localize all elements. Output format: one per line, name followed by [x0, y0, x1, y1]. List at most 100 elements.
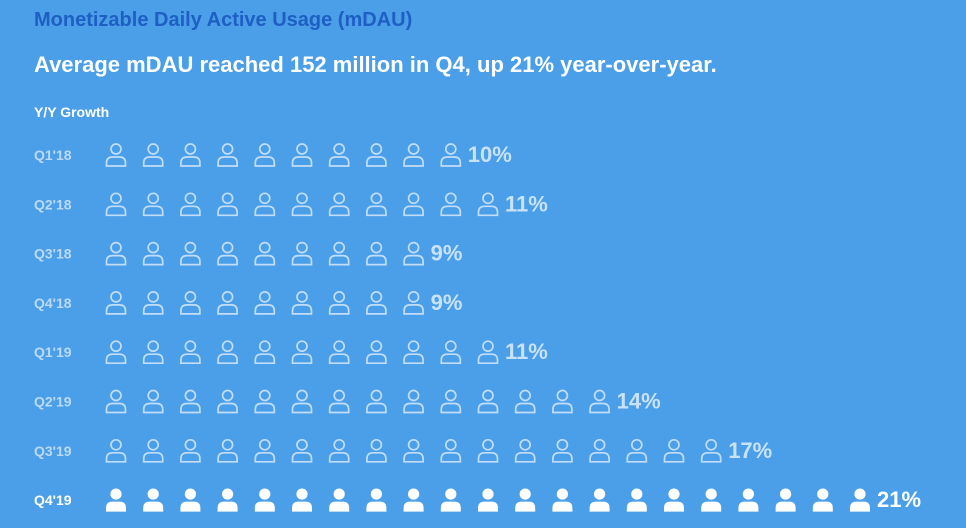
person-icon: [142, 291, 164, 315]
person-icon: [142, 143, 164, 167]
data-label: 14%: [617, 389, 661, 414]
person-icon: [142, 192, 164, 217]
person-icon: [366, 340, 387, 365]
person-icon: [105, 241, 127, 266]
person-icon: [552, 438, 573, 463]
person-icon: [626, 488, 647, 512]
category-label: Q3'18: [34, 246, 72, 262]
person-icon: [291, 389, 313, 414]
person-icon: [254, 389, 276, 414]
bar-Q318: [105, 241, 424, 266]
person-icon: [440, 438, 462, 463]
category-label: Q4'18: [34, 295, 72, 311]
person-icon: [440, 488, 461, 512]
person-icon: [478, 488, 498, 512]
person-icon: [477, 438, 499, 463]
person-icon: [403, 241, 424, 266]
person-icon: [142, 340, 164, 365]
person-icon: [217, 438, 238, 463]
person-icon: [142, 241, 164, 266]
person-icon: [217, 389, 238, 414]
person-icon: [254, 488, 275, 512]
person-icon: [291, 192, 313, 217]
person-icon: [440, 340, 462, 365]
chart-subtitle: Average mDAU reached 152 million in Q4, …: [34, 52, 717, 77]
person-icon: [328, 143, 350, 167]
person-icon: [254, 438, 276, 463]
person-icon: [328, 340, 350, 365]
person-icon: [254, 192, 276, 217]
person-icon: [180, 389, 201, 414]
data-label: 17%: [728, 438, 772, 463]
person-icon: [291, 241, 313, 266]
person-icon: [254, 143, 276, 167]
person-icon: [105, 291, 127, 315]
person-icon: [328, 438, 350, 463]
bar-Q219: [105, 389, 610, 414]
bar-Q319: [105, 438, 722, 463]
category-label: Q3'19: [34, 443, 72, 459]
person-icon: [514, 438, 536, 463]
person-icon: [291, 340, 313, 365]
person-icon: [477, 340, 499, 365]
person-icon: [291, 143, 313, 167]
category-label: Q1'19: [34, 344, 72, 360]
bar-Q118: [105, 143, 462, 167]
person-icon: [142, 389, 164, 414]
person-icon: [217, 192, 238, 217]
person-icon: [552, 389, 573, 414]
category-label: Q2'18: [34, 196, 72, 212]
person-icon: [180, 192, 201, 217]
person-icon: [217, 488, 238, 512]
person-icon: [180, 488, 201, 512]
person-icon: [366, 389, 387, 414]
person-icon: [477, 389, 499, 414]
person-icon: [514, 389, 536, 414]
category-label: Q2'19: [34, 394, 72, 410]
person-icon: [292, 488, 312, 512]
person-icon: [105, 192, 127, 217]
data-label: 21%: [877, 487, 921, 512]
person-icon: [589, 488, 610, 512]
person-icon: [366, 488, 387, 512]
bar-Q419: [106, 488, 870, 512]
person-icon: [738, 488, 759, 512]
person-icon: [180, 143, 201, 167]
person-icon: [850, 488, 870, 512]
person-icon: [403, 438, 424, 463]
person-icon: [329, 488, 350, 512]
person-icon: [403, 192, 424, 217]
y-axis-label: Y/Y Growth: [34, 104, 110, 120]
person-icon: [180, 340, 201, 365]
person-icon: [105, 438, 127, 463]
person-icon: [328, 389, 350, 414]
person-icon: [217, 291, 238, 315]
person-icon: [403, 291, 424, 315]
person-icon: [366, 291, 387, 315]
data-label: 11%: [505, 191, 548, 216]
person-icon: [254, 340, 276, 365]
person-icon: [589, 438, 610, 463]
person-icon: [403, 389, 424, 414]
person-icon: [143, 488, 164, 512]
person-icon: [515, 488, 536, 512]
bar-Q418: [105, 291, 424, 315]
person-icon: [180, 438, 201, 463]
person-icon: [440, 143, 462, 167]
person-icon: [106, 488, 126, 512]
person-icon: [440, 192, 462, 217]
person-icon: [552, 488, 573, 512]
person-icon: [700, 438, 722, 463]
person-icon: [366, 143, 387, 167]
person-icon: [366, 241, 387, 266]
data-label: 11%: [505, 339, 548, 364]
person-icon: [291, 438, 313, 463]
person-icon: [105, 340, 127, 365]
data-label: 9%: [431, 290, 463, 315]
person-icon: [664, 488, 684, 512]
person-icon: [254, 291, 276, 315]
person-icon: [701, 488, 722, 512]
person-icon: [812, 488, 833, 512]
person-icon: [366, 438, 387, 463]
